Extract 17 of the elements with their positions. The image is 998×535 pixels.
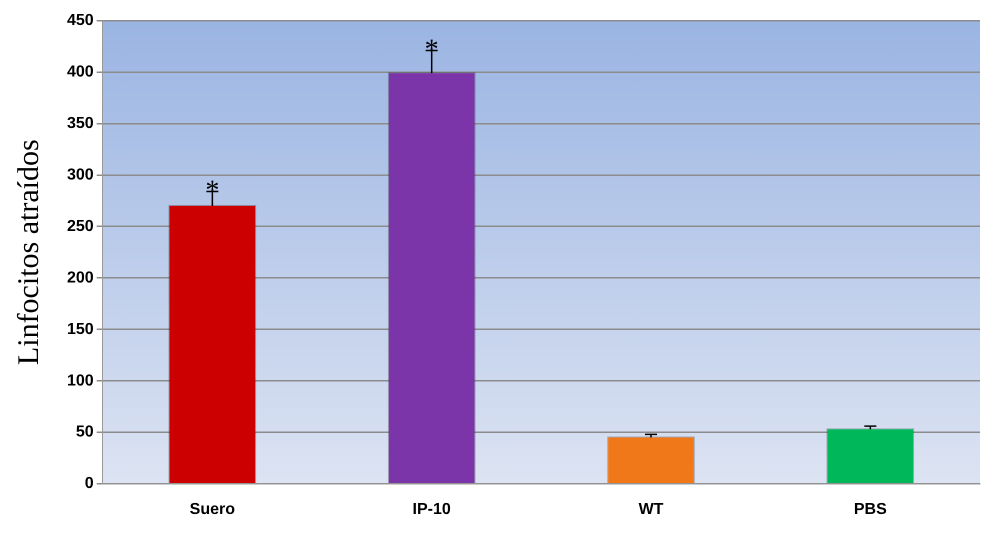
annotation: * [424,34,439,65]
y-tick-label: 150 [66,320,94,338]
y-tick-label: 250 [66,218,94,235]
y-tick-label: 200 [66,269,94,286]
y-tick-label: 50 [76,424,94,441]
annotation: * [205,174,220,206]
x-tick-label: WT [638,500,664,518]
y-axis-title: Linfocitos atraídos [12,139,45,366]
y-tick-label: 350 [66,114,94,132]
y-tick-label: 450 [66,12,94,30]
x-tick-label: PBS [854,500,888,518]
y-tick-label: 0 [84,475,94,492]
y-tick-label: 400 [66,63,94,80]
x-tick-label: Suero [190,500,236,518]
y-tick-label: 100 [66,372,94,390]
y-tick-label: 300 [66,166,94,184]
x-tick-label: IP-10 [412,500,451,518]
